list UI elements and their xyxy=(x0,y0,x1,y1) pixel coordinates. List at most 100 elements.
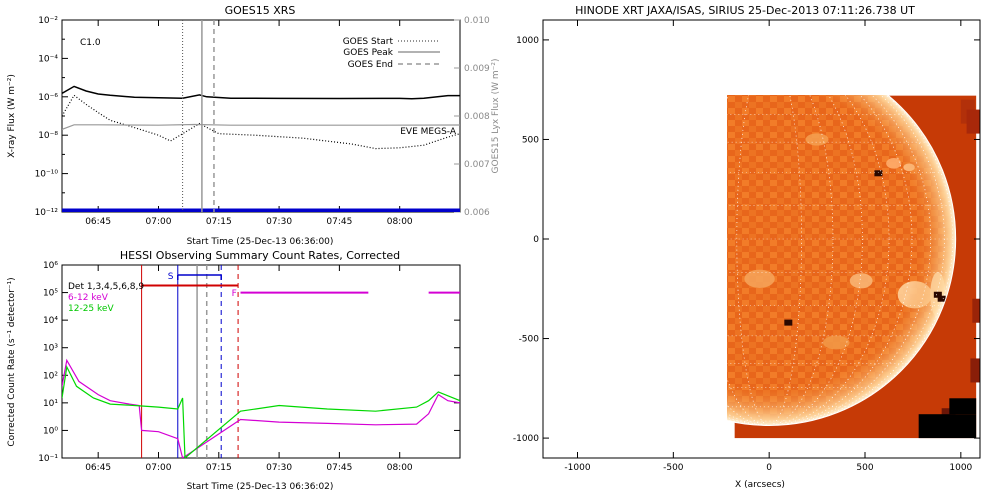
corona-block xyxy=(972,298,980,323)
xrt-x-axis: -1000 -500 0 500 1000 xyxy=(564,20,973,473)
solar-limb xyxy=(727,95,957,426)
goes-xtick-label: 07:00 xyxy=(146,217,172,227)
goes-xtick-label: 07:15 xyxy=(206,217,232,227)
dark-spot xyxy=(933,291,942,298)
longitude-line xyxy=(727,95,863,426)
goes-series-solid-black xyxy=(62,85,460,100)
goes-xtick-label: 06:45 xyxy=(85,217,111,227)
legend-goes-end: GOES End xyxy=(348,60,393,70)
hessi-chart: HESSI Observing Summary Count Rates, Cor… xyxy=(7,249,461,492)
hessi-ytick-label: 10⁵ xyxy=(43,289,58,299)
hessi-xtick-label: 07:30 xyxy=(266,463,292,473)
goes-y2tick-label: 0.010 xyxy=(464,16,490,26)
no-data-region xyxy=(918,414,977,439)
xrt-ytick-label: 0 xyxy=(533,235,539,245)
goes-xlabel: Start Time (25-Dec-13 06:36:00) xyxy=(187,237,334,247)
hessi-legend: Det 1,3,4,5,6,8,9 6-12 keV 12-25 keV xyxy=(68,282,144,314)
hessi-annotations: SF xyxy=(168,272,237,299)
xrt-ytick-label: 500 xyxy=(522,135,539,145)
eve-label: EVE MEGS-A xyxy=(400,127,457,137)
hessi-xlabel: Start Time (25-Dec-13 06:36:02) xyxy=(187,482,334,492)
legend-goes-start: GOES Start xyxy=(343,37,394,47)
goes-xtick-label: 07:45 xyxy=(326,217,352,227)
limb-brightening xyxy=(727,95,956,426)
hessi-x-axis: 06:45 07:00 07:15 07:30 07:45 08:00 xyxy=(85,265,413,473)
xrt-ytick-label: -1000 xyxy=(513,434,539,444)
xrt-xtick-label: 0 xyxy=(766,463,772,473)
hessi-ylabel: Corrected Count Rate (s⁻¹ detector⁻¹) xyxy=(7,277,17,446)
goes-x-axis: 06:45 07:00 07:15 07:30 07:45 08:00 xyxy=(85,20,413,227)
hessi-ytick-label: 10¹ xyxy=(43,399,58,409)
longitude-line xyxy=(727,95,913,426)
goes-ytick-label: 10⁻⁴ xyxy=(38,54,58,64)
hessi-ytick-label: 10⁰ xyxy=(43,426,58,436)
hessi-series-2 xyxy=(62,365,460,458)
xrt-xtick-label: 500 xyxy=(856,463,873,473)
goes-series-gray xyxy=(62,123,460,130)
goes-title: GOES15 XRS xyxy=(225,4,296,17)
goes-class-label: C1.0 xyxy=(80,38,101,48)
goes-y-axis: 10⁻¹² 10⁻¹⁰ 10⁻⁸ 10⁻⁶ 10⁻⁴ 10⁻² xyxy=(35,16,68,218)
s-label: S xyxy=(168,272,174,282)
legend-6-12: 6-12 keV xyxy=(68,293,109,303)
xrt-xtick-label: -1000 xyxy=(564,463,590,473)
goes-ytick-label: 10⁻² xyxy=(38,16,58,26)
goes-xrs-chart: GOES15 XRS 10⁻¹² 10⁻¹⁰ 10⁻⁸ 10⁻⁶ 10⁻⁴ 10⁻² 0.… xyxy=(7,4,501,247)
goes-frame xyxy=(61,19,461,213)
xrt-xlabel: X (arcsecs) xyxy=(735,480,785,490)
hessi-xtick-label: 07:00 xyxy=(146,463,172,473)
hessi-ytick-label: 10³ xyxy=(43,344,58,354)
xrt-image-panel: HINODE XRT JAXA/ISAS, SIRIUS 25-Dec-2013… xyxy=(513,4,981,490)
longitude-line xyxy=(727,95,945,426)
goes-y2-axis: 0.006 0.007 0.008 0.009 0.010 xyxy=(454,16,490,218)
goes-y2label: GOES15 Lyx Flux (W m⁻²) xyxy=(491,59,501,174)
goes-series-dotted-black xyxy=(62,94,460,150)
goes-y2tick-label: 0.007 xyxy=(464,160,490,170)
xrt-ytick-label: 1000 xyxy=(516,36,539,46)
legend-12-25: 12-25 keV xyxy=(68,304,114,314)
legend-det: Det 1,3,4,5,6,8,9 xyxy=(68,282,144,292)
goes-y2tick-label: 0.009 xyxy=(464,64,490,74)
hessi-ytick-label: 10² xyxy=(43,371,58,381)
f-label: F xyxy=(232,289,237,299)
goes-ytick-label: 10⁻¹⁰ xyxy=(35,170,59,180)
goes-xtick-label: 08:00 xyxy=(387,217,413,227)
goes-ylabel: X-ray Flux (W m⁻²) xyxy=(7,74,17,158)
xrt-xtick-label: -500 xyxy=(663,463,684,473)
longitude-line xyxy=(727,95,931,426)
xrt-ytick-label: -500 xyxy=(519,335,540,345)
hessi-series-1 xyxy=(62,358,460,458)
longitude-line xyxy=(727,95,954,426)
dark-spot xyxy=(937,295,946,302)
longitude-line xyxy=(727,95,834,426)
xrt-y-axis: -1000 -500 0 500 1000 xyxy=(513,36,980,444)
goes-legend: GOES Start GOES Peak GOES End xyxy=(343,37,440,70)
goes-y2tick-label: 0.006 xyxy=(464,208,490,218)
hessi-title: HESSI Observing Summary Count Rates, Cor… xyxy=(120,249,400,262)
hessi-xtick-label: 06:45 xyxy=(85,463,111,473)
hessi-xtick-label: 07:45 xyxy=(326,463,352,473)
legend-goes-peak: GOES Peak xyxy=(343,48,393,58)
goes-ytick-label: 10⁻⁶ xyxy=(38,93,58,103)
hessi-ytick-label: 10⁶ xyxy=(43,261,58,271)
corona-block xyxy=(970,358,980,383)
xrt-title: HINODE XRT JAXA/ISAS, SIRIUS 25-Dec-2013… xyxy=(575,4,915,17)
hessi-xtick-label: 07:15 xyxy=(206,463,232,473)
hessi-xtick-label: 08:00 xyxy=(387,463,413,473)
goes-ytick-label: 10⁻¹² xyxy=(35,208,59,218)
goes-y2tick-label: 0.008 xyxy=(464,112,490,122)
hessi-ytick-label: 10⁻¹ xyxy=(38,454,58,464)
goes-plot-area xyxy=(62,20,460,212)
dark-spot xyxy=(874,170,883,177)
solar-image xyxy=(727,95,980,439)
hessi-frame xyxy=(61,264,461,459)
goes-ytick-label: 10⁻⁸ xyxy=(38,131,58,141)
dark-spot xyxy=(784,319,793,326)
hessi-plot-area xyxy=(62,265,460,458)
no-data-region xyxy=(949,398,977,415)
helio-grid xyxy=(727,95,956,426)
goes-xtick-label: 07:30 xyxy=(266,217,292,227)
xrt-xtick-label: 1000 xyxy=(949,463,972,473)
hessi-y-axis: 10⁻¹ 10⁰ 10¹ 10² 10³ 10⁴ 10⁵ 10⁶ xyxy=(38,261,460,464)
